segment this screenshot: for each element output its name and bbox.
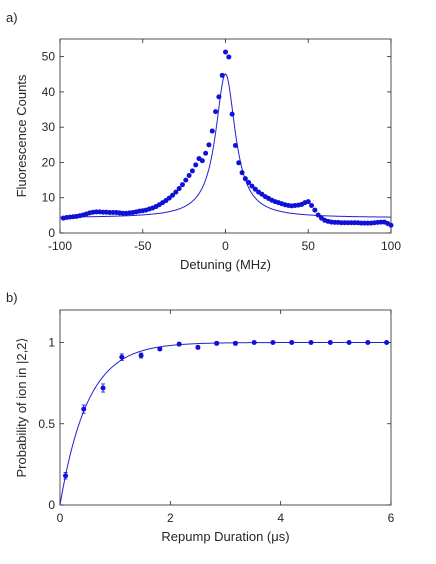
data-point bbox=[173, 189, 179, 195]
data-point bbox=[270, 340, 276, 345]
data-point bbox=[384, 340, 390, 345]
y-tick-label: 0.5 bbox=[38, 417, 55, 431]
data-point bbox=[216, 94, 222, 100]
data-point bbox=[119, 354, 125, 360]
x-tick-label: 100 bbox=[381, 239, 401, 253]
y-axis-label-b: Probability of ion in |2,2⟩ bbox=[14, 338, 29, 478]
data-point bbox=[166, 195, 172, 201]
y-tick-label: 10 bbox=[42, 191, 56, 205]
x-tick-label: -50 bbox=[134, 239, 152, 253]
data-point bbox=[236, 160, 242, 166]
y-tick-label: 1 bbox=[48, 336, 55, 350]
data-point bbox=[312, 207, 318, 213]
data-point bbox=[176, 341, 182, 347]
y-tick-label: 50 bbox=[42, 50, 56, 64]
data-point bbox=[183, 177, 189, 183]
data-point bbox=[346, 340, 352, 345]
panel-label-b: b) bbox=[6, 290, 18, 305]
fit-curve-a bbox=[59, 73, 392, 218]
exponential-fit-line bbox=[59, 342, 391, 506]
axis-ticks-b: 0 2 4 6 0 0.5 1 bbox=[38, 310, 395, 525]
panel-a-detuning-spectrum: a) -100 -50 0 50 100 0 10 20 30 40 50 Detuning (MH… bbox=[6, 10, 401, 272]
data-point bbox=[81, 406, 87, 412]
data-point bbox=[214, 340, 220, 346]
x-tick-label: 2 bbox=[167, 511, 174, 525]
x-tick-label: 4 bbox=[277, 511, 284, 525]
data-point bbox=[315, 212, 321, 218]
plot-frame-b bbox=[59, 309, 392, 506]
data-point bbox=[176, 186, 182, 192]
y-tick-label: 0 bbox=[48, 498, 55, 512]
plot-frame-a bbox=[59, 38, 392, 234]
y-tick-label: 20 bbox=[42, 155, 56, 169]
lorentzian-fit-line bbox=[59, 73, 392, 218]
x-tick-label: 0 bbox=[57, 511, 64, 525]
data-point bbox=[242, 176, 248, 182]
x-axis-label-a: Detuning (MHz) bbox=[180, 257, 271, 272]
data-points-a bbox=[60, 49, 394, 228]
data-point bbox=[232, 143, 238, 149]
data-point bbox=[239, 170, 245, 176]
data-point bbox=[199, 158, 205, 164]
y-tick-label: 40 bbox=[42, 85, 56, 99]
x-tick-label: 50 bbox=[302, 239, 316, 253]
fit-curve-b bbox=[59, 342, 391, 506]
y-axis-label-a: Fluorescence Counts bbox=[14, 74, 29, 197]
data-point bbox=[186, 173, 192, 179]
data-point bbox=[246, 180, 252, 186]
axis-ticks-a: -100 -50 0 50 100 0 10 20 30 40 50 bbox=[42, 39, 401, 253]
y-tick-label: 30 bbox=[42, 120, 56, 134]
data-point bbox=[365, 340, 371, 345]
data-point bbox=[309, 202, 315, 208]
data-point bbox=[189, 168, 195, 174]
data-point bbox=[138, 353, 144, 358]
data-point bbox=[305, 199, 311, 205]
data-point bbox=[213, 109, 219, 115]
data-point bbox=[203, 150, 209, 156]
data-point bbox=[308, 340, 314, 345]
data-point bbox=[223, 49, 228, 55]
data-point bbox=[289, 340, 295, 345]
data-point bbox=[388, 222, 394, 228]
x-tick-label: -100 bbox=[48, 239, 72, 253]
panel-label-a: a) bbox=[6, 10, 18, 25]
x-tick-label: 6 bbox=[388, 511, 395, 525]
y-tick-label: 0 bbox=[48, 226, 55, 240]
data-point bbox=[226, 54, 232, 60]
data-point bbox=[193, 162, 199, 168]
data-point bbox=[327, 340, 333, 345]
data-point bbox=[206, 142, 212, 148]
data-point bbox=[209, 128, 215, 134]
data-point bbox=[179, 182, 185, 188]
data-point bbox=[195, 344, 201, 350]
data-point bbox=[252, 186, 258, 192]
x-axis-label-b: Repump Duration (μs) bbox=[161, 529, 289, 544]
data-point bbox=[229, 111, 235, 117]
panel-b-repump-duration: b) 0 2 4 6 0 0.5 1 Repump Duration (μs) Probab… bbox=[6, 290, 395, 544]
data-points-b bbox=[63, 340, 390, 480]
data-point bbox=[219, 72, 225, 78]
data-point bbox=[170, 192, 176, 198]
x-tick-label: 0 bbox=[222, 239, 229, 253]
data-point bbox=[157, 346, 163, 352]
data-point bbox=[63, 473, 69, 479]
data-point bbox=[100, 385, 106, 391]
data-point bbox=[251, 340, 257, 345]
data-point bbox=[232, 340, 238, 346]
data-point bbox=[249, 183, 255, 189]
